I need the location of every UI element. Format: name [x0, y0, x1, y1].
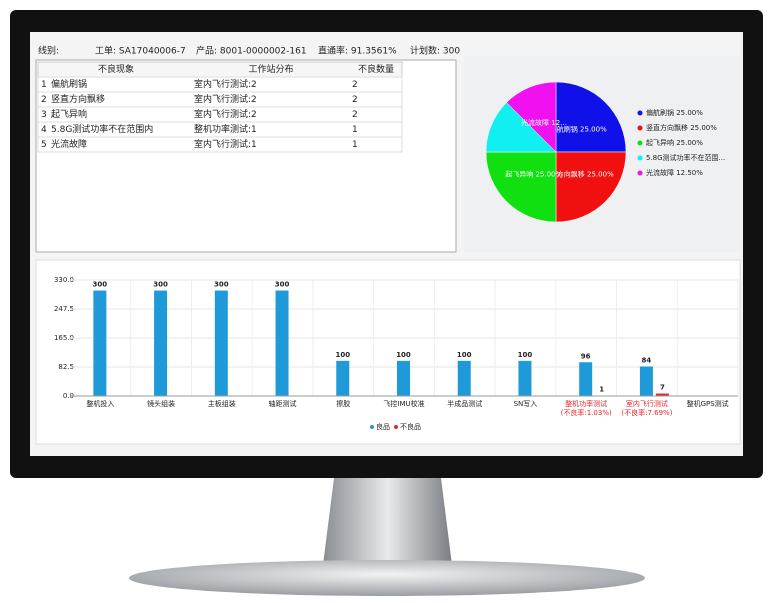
bar — [93, 290, 107, 396]
x-tick-note: (不良率:1.03%) — [561, 408, 612, 417]
legend-swatch — [394, 425, 398, 429]
y-tick-label: 165.0 — [54, 334, 74, 342]
column-header: 不良数量 — [358, 63, 394, 75]
cell: 室内飞行测试:1 — [194, 138, 257, 150]
y-tick-label: 330.0 — [54, 276, 74, 284]
cell: 1 — [352, 140, 358, 150]
bar-panel — [35, 259, 741, 445]
legend-swatch — [637, 170, 643, 176]
data-label: 300 — [153, 281, 168, 289]
bar — [397, 360, 410, 396]
bar — [275, 290, 289, 396]
data-label: 96 — [581, 352, 591, 360]
legend-swatch — [637, 125, 643, 131]
legend-swatch — [637, 110, 643, 116]
bar — [579, 362, 593, 396]
cell: 竖直方向飘移 — [51, 93, 105, 105]
x-tick-label: 轴距测试 — [269, 399, 297, 408]
legend-swatch — [370, 425, 374, 429]
column-header: 工作站分布 — [248, 63, 293, 75]
content: 线别: 工单: SA17040006-7 产品: 8001-0000002-161 直… — [37, 45, 739, 431]
cell: 起飞异响 — [51, 108, 87, 120]
monitor-stand — [129, 470, 645, 596]
legend-label: 5.8G测试功率不在范围... — [646, 153, 725, 162]
bar — [214, 290, 228, 396]
header-field: 直通率: 91.3561% — [318, 45, 397, 57]
cell: 2 — [352, 110, 358, 120]
x-tick-label: 室内飞行测试 — [626, 399, 668, 408]
row-number: 3 — [41, 110, 47, 120]
slice-label: 起飞异响 25.00% — [505, 169, 562, 178]
cell: 1 — [352, 125, 358, 135]
data-label: 100 — [335, 351, 350, 359]
pie-slice — [555, 81, 627, 153]
row-number: 4 — [41, 125, 47, 135]
slice-label: 光流故障 12... — [521, 118, 567, 127]
slice-label: 竖直方向飘移 25.00% — [543, 169, 614, 178]
data-label: 84 — [642, 356, 652, 364]
header-field: 工单: SA17040006-7 — [95, 45, 186, 57]
cell: 室内飞行测试:2 — [194, 108, 257, 120]
legend-swatch — [637, 140, 643, 146]
bar — [336, 360, 350, 396]
cell: 室内飞行测试:2 — [194, 93, 257, 105]
y-tick-label: 247.5 — [54, 305, 74, 313]
data-label: 300 — [275, 281, 290, 289]
y-tick-label: 0.0 — [63, 392, 74, 400]
bar — [457, 360, 471, 396]
cell: 光流故障 — [51, 138, 87, 150]
legend-label: 良品 — [376, 422, 390, 431]
legend-label: 起飞异响 25.00% — [646, 138, 703, 147]
legend-label: 不良品 — [400, 422, 421, 431]
data-label: 300 — [93, 281, 108, 289]
legend-label: 光流故障 12.50% — [646, 168, 703, 177]
bar — [154, 290, 168, 396]
x-tick-label: SN写入 — [514, 400, 538, 408]
slice-label: 偏航刷锅 25.00% — [550, 125, 607, 134]
legend-swatch — [637, 155, 643, 161]
pie-slice — [506, 81, 557, 153]
pie-slice — [485, 151, 557, 223]
header-field: 计划数: 300 — [410, 45, 460, 57]
cell: 5.8G测试功率不在范围内 — [51, 123, 153, 135]
row-number: 2 — [41, 95, 47, 105]
table-header-bg — [37, 61, 403, 78]
pie-slice — [555, 151, 627, 223]
x-tick-label: 镜头组装 — [147, 399, 175, 408]
legend-label: 偏航刷锅 25.00% — [646, 108, 703, 117]
bar — [518, 360, 532, 396]
data-label: 7 — [660, 384, 665, 392]
data-label: 300 — [214, 281, 229, 289]
x-tick-label: 飞控IMU校准 — [383, 399, 424, 408]
legend-label: 竖直方向飘移 25.00% — [646, 123, 717, 132]
cell: 偏航刷锅 — [51, 78, 87, 90]
table-row — [37, 136, 403, 153]
cell: 整机功率测试:1 — [194, 123, 257, 135]
row-number: 1 — [41, 80, 47, 90]
x-tick-label: 半成品测试 — [447, 399, 482, 408]
x-tick-label: 整机投入 — [86, 399, 114, 408]
bar — [655, 393, 669, 396]
x-tick-label: 整机GPS测试 — [687, 399, 729, 408]
data-label: 1 — [599, 386, 604, 394]
y-tick-label: 82.5 — [58, 363, 74, 371]
header-field: 线别: — [38, 45, 59, 57]
row-number: 5 — [41, 140, 47, 150]
cell: 2 — [352, 95, 358, 105]
column-header: 不良现象 — [98, 63, 134, 75]
cell: 室内飞行测试:2 — [194, 78, 257, 90]
x-tick-label: 整机功率测试 — [565, 399, 607, 408]
x-tick-note: (不良率:7.69%) — [621, 408, 672, 417]
cell: 2 — [352, 80, 358, 90]
bar — [639, 366, 653, 396]
x-tick-label: 主板组装 — [208, 399, 236, 408]
header-field: 产品: 8001-0000002-161 — [196, 45, 307, 57]
data-label: 100 — [396, 351, 411, 359]
data-label: 100 — [518, 351, 533, 359]
data-label: 100 — [457, 351, 472, 359]
x-tick-label: 擦胶 — [336, 399, 350, 408]
